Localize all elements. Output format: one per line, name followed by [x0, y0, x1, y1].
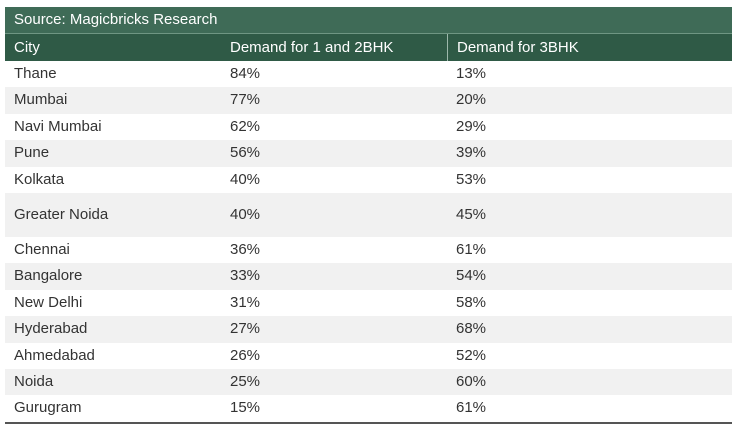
column-header-city: City: [14, 39, 40, 56]
demand-1-2bhk-cell: 27%: [230, 320, 261, 338]
demand-1-2bhk-cell: 33%: [230, 267, 261, 285]
demand-1-2bhk-cell: 26%: [230, 346, 261, 364]
column-header-1-2bhk: Demand for 1 and 2BHK: [230, 39, 394, 56]
demand-1-2bhk-cell: 15%: [230, 399, 261, 417]
table-row: New Delhi 31% 58%: [5, 290, 732, 316]
demand-3bhk-cell: 68%: [456, 320, 487, 338]
city-cell: Greater Noida: [14, 205, 109, 223]
table-row: Kolkata 40% 53%: [5, 167, 732, 193]
demand-1-2bhk-cell: 62%: [230, 117, 261, 135]
demand-1-2bhk-cell: 77%: [230, 91, 261, 109]
demand-3bhk-cell: 39%: [456, 144, 487, 162]
table-bottom-rule: [5, 421, 732, 424]
demand-3bhk-cell: 20%: [456, 91, 487, 109]
demand-3bhk-cell: 52%: [456, 346, 487, 364]
demand-table: Source: Magicbricks Research City Demand…: [5, 7, 732, 424]
city-cell: Gurugram: [14, 399, 82, 417]
city-cell: Kolkata: [14, 170, 65, 188]
demand-3bhk-cell: 60%: [456, 372, 487, 390]
table-row: Mumbai 77% 20%: [5, 87, 732, 114]
table-row: Thane 84% 13%: [5, 61, 732, 87]
demand-1-2bhk-cell: 36%: [230, 240, 261, 258]
demand-3bhk-cell: 53%: [456, 170, 487, 188]
table-row: Chennai 36% 61%: [5, 237, 732, 263]
demand-1-2bhk-cell: 31%: [230, 293, 261, 311]
table-row: Greater Noida 40% 45%: [5, 192, 732, 237]
city-cell: Chennai: [14, 240, 70, 258]
demand-3bhk-cell: 61%: [456, 240, 487, 258]
table-row: Ahmedabad 26% 52%: [5, 343, 732, 369]
demand-1-2bhk-cell: 84%: [230, 65, 261, 82]
demand-3bhk-cell: 58%: [456, 293, 487, 311]
city-cell: Bangalore: [14, 267, 83, 285]
city-cell: Pune: [14, 144, 50, 162]
table-header: City Demand for 1 and 2BHK Demand for 3B…: [5, 33, 732, 61]
demand-1-2bhk-cell: 56%: [230, 144, 261, 162]
demand-1-2bhk-cell: 40%: [230, 205, 261, 223]
table-row: Bangalore 33% 54%: [5, 263, 732, 290]
table-row: Pune 56% 39%: [5, 140, 732, 167]
city-cell: Ahmedabad: [14, 346, 95, 364]
city-cell: Navi Mumbai: [14, 117, 102, 135]
demand-3bhk-cell: 13%: [456, 65, 487, 82]
city-cell: Thane: [14, 65, 57, 82]
city-cell: Mumbai: [14, 91, 68, 109]
table-row: Gurugram 15% 61%: [5, 395, 732, 421]
table-row: Navi Mumbai 62% 29%: [5, 114, 732, 140]
city-cell: Hyderabad: [14, 320, 88, 338]
demand-3bhk-cell: 45%: [456, 205, 487, 223]
table-row: Hyderabad 27% 68%: [5, 316, 732, 343]
demand-1-2bhk-cell: 25%: [230, 372, 261, 390]
table-row: Noida 25% 60%: [5, 368, 732, 396]
demand-1-2bhk-cell: 40%: [230, 170, 261, 188]
city-cell: Noida: [14, 372, 54, 390]
demand-3bhk-cell: 54%: [456, 267, 487, 285]
demand-3bhk-cell: 61%: [456, 399, 487, 417]
demand-3bhk-cell: 29%: [456, 117, 487, 135]
city-cell: New Delhi: [14, 293, 83, 311]
source-caption: Source: Magicbricks Research: [5, 7, 732, 33]
column-header-3bhk: Demand for 3BHK: [447, 34, 732, 61]
